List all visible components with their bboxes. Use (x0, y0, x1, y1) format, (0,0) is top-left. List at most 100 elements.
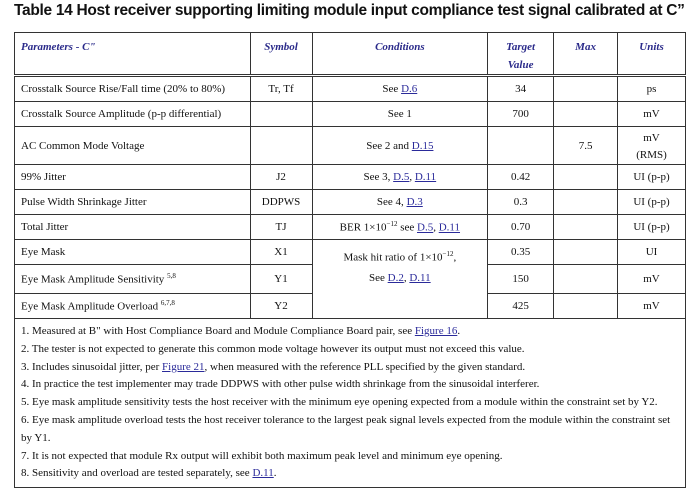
cond-text: see (397, 221, 418, 234)
cond-text: See 4, (376, 196, 407, 208)
units: UI (p-p) (633, 196, 670, 208)
table-row: 99% Jitter J2 See 3, D.5, D.11 0.42 UI (p-p) (14, 164, 686, 190)
ref-link[interactable]: D.11 (409, 271, 431, 284)
param-cell: Crosstalk Source Rise/Fall time (20% to … (14, 75, 251, 102)
units: mV (643, 108, 660, 120)
conditions-cell: See 1 (311, 101, 489, 127)
param-cell: Total Jitter (14, 214, 251, 240)
cond-exp: −12 (442, 250, 454, 258)
max-cell (553, 75, 619, 102)
symbol-cell: Tr, Tf (249, 75, 313, 102)
target-value-cell: 0.3 (487, 189, 555, 215)
note-item: 1. Measured at B" with Host Compliance B… (21, 323, 679, 341)
note-text: 5. Eye mask amplitude sensitivity tests … (21, 396, 658, 409)
table-row: Total Jitter TJ BER 1×10−12 see D.5, D.11 0… (14, 214, 686, 240)
units-cell: mV (RMS) (617, 126, 686, 165)
note-item: 4. In practice the test implementer may … (21, 376, 679, 394)
table-row: Crosstalk Source Rise/Fall time (20% to … (14, 75, 686, 102)
conditions-cell: See 3, D.5, D.11 (311, 164, 489, 190)
table-row: Eye Mask X1 Mask hit ratio of 1×10−12, See … (14, 239, 686, 319)
note-text: . (457, 325, 461, 337)
table-row: Eye Mask Amplitude Sensitivity 5,8 Y1 150 m… (14, 264, 686, 294)
note-link[interactable]: Figure 21 (162, 360, 205, 373)
cond-text: BER 1×10 (339, 221, 387, 234)
max-cell (553, 239, 619, 265)
units: UI (p-p) (633, 171, 670, 183)
note-link[interactable]: D.11 (252, 467, 274, 480)
table-row: Pulse Width Shrinkage Jitter DDPWS See 4, … (14, 189, 686, 215)
units-sub: (RMS) (636, 149, 667, 161)
ref-link[interactable]: D.11 (414, 171, 437, 183)
cond-text: , (453, 251, 457, 264)
cond-text: See 1 (387, 108, 412, 120)
max-cell (553, 293, 619, 319)
symbol-cell: Y1 (249, 264, 313, 294)
header-row: Parameters - C" Symbol Conditions Target… (14, 32, 686, 77)
units: mV (643, 300, 660, 312)
units-cell: UI (p-p) (617, 214, 686, 240)
target-value-cell (487, 126, 555, 165)
target-value-cell: 425 (487, 293, 555, 319)
table-row: Eye Mask Amplitude Overload 6,7,8 Y2 425 mV (14, 293, 686, 319)
units: UI (p-p) (633, 221, 670, 233)
note-text: 1. Measured at B" with Host Compliance B… (21, 325, 415, 337)
param-name: Eye Mask (21, 246, 66, 258)
conditions-cell: See D.6 (311, 75, 489, 102)
units-cell: UI (617, 239, 686, 265)
ref-link[interactable]: D.6 (401, 83, 418, 95)
header-max: Max (553, 32, 619, 77)
max-cell: 7.5 (553, 126, 619, 165)
ref-link[interactable]: D.2 (387, 271, 404, 284)
note-text: 3. Includes sinusoidal jitter, per (21, 360, 163, 373)
note-text: , when measured with the reference PLL s… (204, 360, 526, 373)
param-name: Eye Mask Amplitude Overload (21, 300, 161, 313)
units-cell: mV (617, 293, 686, 319)
ref-link[interactable]: D.3 (406, 196, 423, 208)
note-text: 7. It is not expected that module Rx out… (21, 449, 503, 462)
cond-text: See 2 and (366, 139, 412, 152)
ref-link[interactable]: D.11 (438, 221, 461, 234)
ref-link[interactable]: D.15 (411, 139, 434, 152)
param-cell: Eye Mask (14, 239, 251, 265)
cond-text: See (369, 271, 388, 284)
conditions-cell: BER 1×10−12 see D.5, D.11 (311, 214, 489, 240)
units-cell: mV (617, 264, 686, 294)
symbol-cell: DDPWS (249, 189, 313, 215)
symbol-cell: X1 (249, 239, 313, 265)
max-cell (553, 101, 619, 127)
param-name: Crosstalk Source Rise/Fall time (20% to … (21, 83, 226, 95)
cond-text: See (382, 83, 402, 95)
table-title: Table 14 Host receiver supporting limiti… (14, 2, 685, 19)
param-cell: AC Common Mode Voltage (14, 126, 251, 165)
note-item: 2. The tester is not expected to generat… (21, 341, 679, 359)
conditions-cell: See 2 and D.15 (311, 126, 489, 165)
units: UI (645, 246, 658, 258)
param-cell: Crosstalk Source Amplitude (p-p differen… (14, 101, 251, 127)
max-cell (553, 214, 619, 240)
units: ps (646, 83, 657, 95)
note-item: 7. It is not expected that module Rx out… (21, 448, 679, 466)
max-cell (553, 189, 619, 215)
param-cell: Eye Mask Amplitude Overload 6,7,8 (14, 293, 251, 319)
units: mV (643, 273, 660, 285)
param-cell: Eye Mask Amplitude Sensitivity 5,8 (14, 264, 251, 294)
cond-text: See 3, (363, 171, 394, 183)
ref-link[interactable]: D.5 (417, 221, 434, 234)
table-row: Crosstalk Source Amplitude (p-p differen… (14, 101, 686, 127)
note-text: 2. The tester is not expected to generat… (21, 342, 525, 355)
notes: 1. Measured at B" with Host Compliance B… (14, 317, 686, 489)
max-cell (553, 264, 619, 294)
note-link[interactable]: Figure 16 (414, 325, 458, 337)
param-name: Crosstalk Source Amplitude (p-p differen… (21, 108, 222, 120)
note-text: . (273, 467, 277, 480)
param-name: Eye Mask Amplitude Sensitivity (21, 273, 168, 286)
target-value-cell: 700 (487, 101, 555, 127)
param-name: AC Common Mode Voltage (21, 139, 145, 152)
symbol-cell (249, 101, 313, 127)
param-cell: 99% Jitter (14, 164, 251, 190)
cond-text: Mask hit ratio of 1×10 (343, 251, 443, 264)
conditions-cell-eye-mask: Mask hit ratio of 1×10−12, See D.2, D.11 (311, 239, 489, 319)
table-row: AC Common Mode Voltage See 2 and D.15 7.5 m… (14, 126, 686, 165)
param-name: Pulse Width Shrinkage Jitter (21, 196, 147, 208)
ref-link[interactable]: D.5 (393, 171, 410, 183)
